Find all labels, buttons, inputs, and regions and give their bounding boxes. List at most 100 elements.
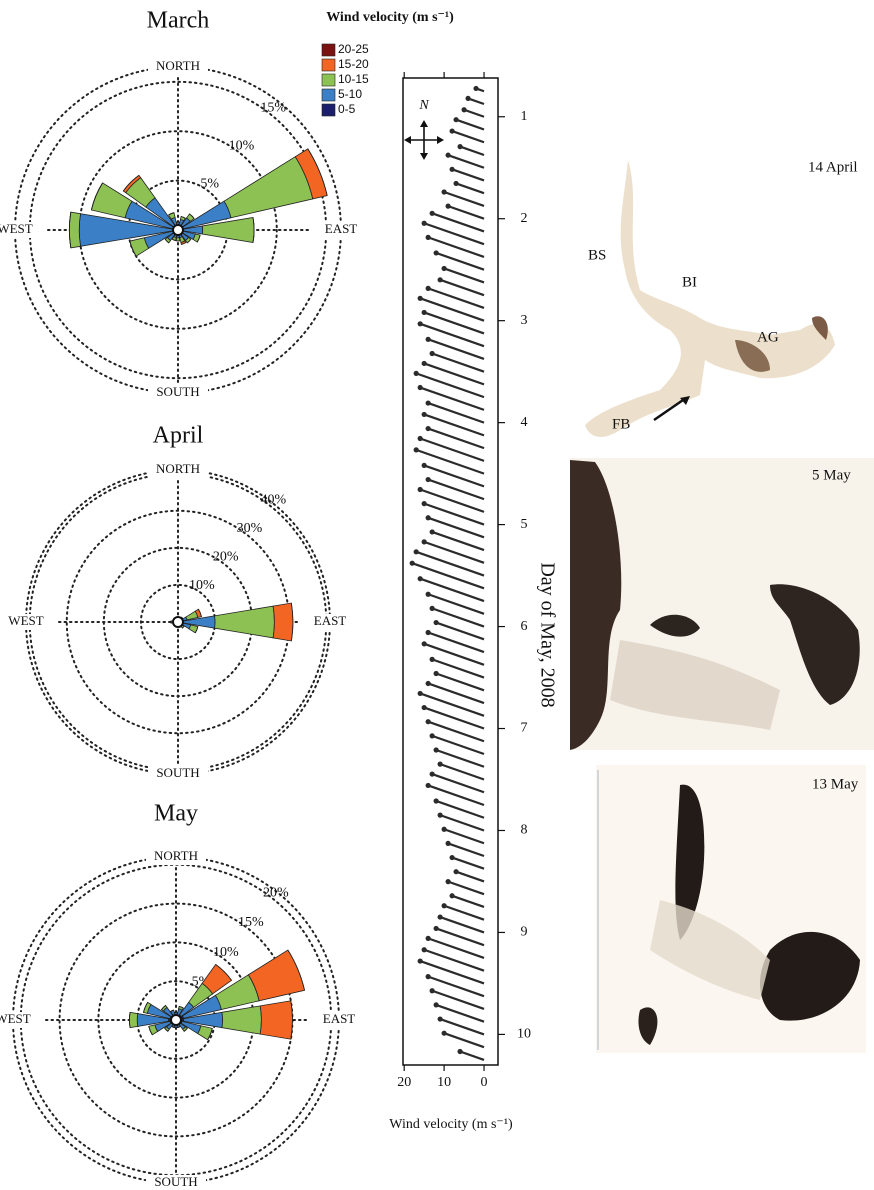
stick-tip [429, 733, 435, 739]
stick-tip [421, 360, 427, 367]
rose-wedge [68, 211, 72, 249]
stick-tip [425, 935, 431, 941]
stick-tip [457, 1048, 463, 1055]
wind-stick [423, 706, 485, 730]
stick-tip [449, 893, 455, 899]
wind-stick [423, 222, 485, 246]
rose-wedge [307, 148, 328, 196]
wind-stick [455, 182, 485, 195]
wind-stick [431, 212, 485, 233]
wind-stick [431, 989, 485, 1010]
wind-stick [435, 927, 485, 947]
stick-tip [421, 704, 427, 711]
wind-stick [415, 550, 485, 577]
stick-tip [433, 747, 439, 753]
rose-wedge [214, 605, 275, 639]
rose-center [172, 224, 184, 236]
wind-stick [419, 386, 485, 411]
label-bg [148, 385, 208, 401]
satellite-image: 14 April BS BI AG FB [576, 140, 858, 445]
wind-stick [427, 287, 485, 309]
rose-wedge [196, 235, 201, 243]
wind-stick [419, 577, 485, 603]
direction-label: WEST [0, 221, 33, 236]
rose-wedge [170, 1009, 174, 1012]
arrow-head [404, 136, 411, 144]
wind-stick [427, 682, 485, 705]
stick-tip [421, 539, 427, 545]
legend-swatch [321, 103, 336, 117]
stick-tip [425, 719, 431, 725]
rose-tick-label: 15% [260, 101, 286, 116]
wind-stick [423, 642, 485, 666]
wind-stick [443, 267, 485, 284]
rose-title: March [147, 8, 210, 34]
stick-tip [433, 925, 439, 932]
stick-tip [429, 210, 435, 216]
stick-tip [437, 277, 443, 283]
wind-stick [451, 168, 485, 182]
stick-tip [441, 265, 447, 272]
wind-stick [435, 1003, 485, 1023]
rose-wedge [68, 211, 82, 249]
direction-label: SOUTH [156, 384, 199, 399]
wind-stick [423, 311, 485, 335]
wind-stick [439, 1018, 485, 1036]
image-label: BS [588, 247, 606, 263]
stick-tip [421, 641, 427, 647]
y-tick-label: 3 [521, 313, 528, 328]
legend-label: 5-10 [338, 87, 362, 101]
rose-tick-label: 10% [229, 139, 255, 154]
stick-tip [433, 670, 439, 677]
stick-tip [457, 143, 463, 150]
wind-stick [427, 975, 485, 998]
wind-stick [439, 763, 485, 781]
stick-tip [453, 117, 459, 123]
rose-wedge [164, 238, 170, 244]
wind-stick [423, 540, 485, 564]
stick-tip [429, 350, 435, 357]
direction-label: SOUTH [156, 765, 199, 780]
stick-tip [429, 988, 435, 994]
rose-wedge [223, 156, 314, 219]
stick-tip [425, 476, 431, 483]
wind-stick [427, 402, 485, 424]
wind-stick [459, 145, 485, 157]
wind-stick [427, 427, 485, 450]
legend-swatch [321, 88, 336, 102]
wind-stick [451, 130, 485, 144]
y-tick-label: 10 [517, 1027, 531, 1042]
y-tick-label: 9 [521, 925, 528, 940]
wind-stick [455, 870, 485, 883]
stick-tip [445, 879, 451, 885]
stick-tip [441, 1030, 447, 1036]
label-bg [148, 766, 208, 782]
stick-tip [437, 761, 443, 767]
wind-stick [419, 692, 485, 717]
wind-stick [419, 297, 485, 322]
stick-tip [421, 462, 427, 469]
stick-tip [429, 656, 435, 662]
stick-tip [425, 285, 431, 291]
direction-label: NORTH [156, 58, 200, 73]
stick-tip [425, 629, 431, 636]
rose-wedge [221, 1005, 262, 1035]
direction-label: EAST [325, 221, 358, 236]
stick-tip [421, 220, 427, 226]
rose-tick-label: 20% [213, 549, 239, 564]
stick-tip [433, 1002, 439, 1008]
stick-tip [425, 425, 431, 432]
stick-tip [417, 321, 423, 327]
wind-stick [415, 372, 485, 399]
wind-stick [427, 516, 485, 539]
y-tick-label: 4 [521, 415, 528, 430]
image-date: 13 May [812, 776, 859, 792]
rose-wedge [272, 602, 294, 642]
rose-wedge [129, 1011, 139, 1029]
wind-stick [439, 916, 485, 934]
stick-tip [417, 576, 423, 582]
wind-stick [443, 828, 485, 845]
stick-tip [433, 798, 439, 804]
wind-stick [447, 205, 485, 220]
